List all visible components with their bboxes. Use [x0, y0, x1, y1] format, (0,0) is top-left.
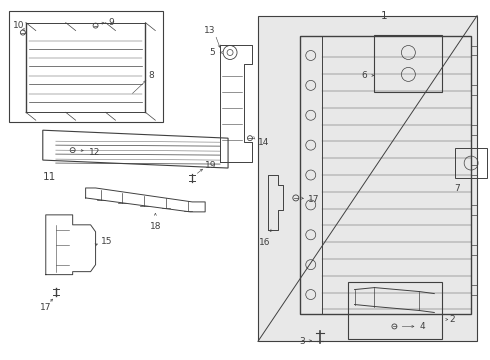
- Bar: [471, 285, 477, 294]
- Text: 13: 13: [204, 26, 215, 35]
- Text: 7: 7: [454, 184, 460, 193]
- Bar: [471, 165, 477, 175]
- Bar: [300, 36, 322, 315]
- Bar: [471, 45, 477, 55]
- Bar: [300, 36, 471, 315]
- Text: 14: 14: [258, 138, 270, 147]
- Text: 18: 18: [149, 222, 161, 231]
- Text: 6: 6: [362, 71, 368, 80]
- Text: 11: 11: [43, 172, 56, 182]
- Text: 4: 4: [419, 322, 425, 331]
- Bar: [471, 125, 477, 135]
- Text: 12: 12: [89, 148, 100, 157]
- Text: 19: 19: [205, 161, 217, 170]
- Bar: [471, 205, 477, 215]
- Text: 9: 9: [108, 18, 114, 27]
- Text: 15: 15: [100, 237, 112, 246]
- Text: 16: 16: [259, 238, 270, 247]
- Text: 3: 3: [299, 337, 305, 346]
- Bar: [374, 35, 442, 92]
- Bar: [455, 148, 487, 178]
- Text: 2: 2: [449, 315, 455, 324]
- Bar: [9, 11, 163, 122]
- Text: 1: 1: [381, 11, 388, 21]
- Text: 10: 10: [13, 21, 24, 30]
- Text: 8: 8: [148, 71, 154, 80]
- Text: 17: 17: [40, 303, 51, 312]
- Bar: [471, 85, 477, 95]
- Polygon shape: [258, 15, 477, 341]
- Bar: [26, 23, 146, 112]
- Text: 5: 5: [209, 48, 215, 57]
- Text: 17: 17: [308, 195, 319, 204]
- Bar: [347, 282, 442, 339]
- Bar: [471, 245, 477, 255]
